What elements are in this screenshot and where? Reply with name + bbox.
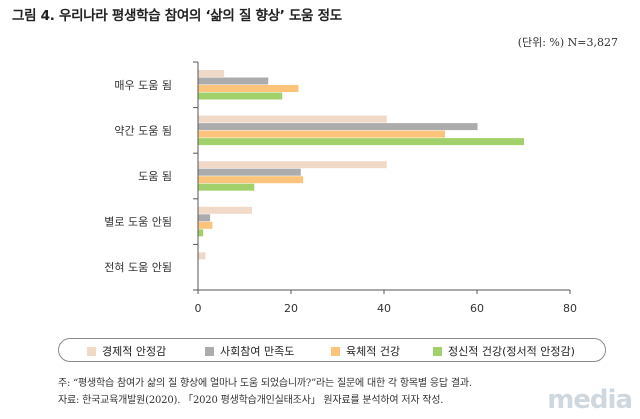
bar — [198, 77, 269, 85]
bar — [198, 206, 252, 214]
legend-label-physical: 육체적 건강 — [346, 345, 401, 358]
page-title: 그림 4. 우리나라 평생학습 참여의 ‘삶의 질 향상’ 도움 정도 — [12, 8, 342, 24]
x-tick-label: 40 — [377, 302, 391, 315]
category-label: 매우 도움 됨 — [114, 79, 172, 92]
bar — [198, 168, 301, 176]
bar — [198, 92, 283, 100]
category-label: 별로 도움 안됨 — [104, 216, 172, 229]
x-tick-label: 20 — [284, 302, 298, 315]
bar — [198, 130, 445, 138]
category-label: 전혀 도움 안됨 — [104, 261, 172, 274]
bar — [198, 214, 211, 222]
category-label: 도움 됨 — [138, 170, 172, 183]
legend-swatch-physical — [331, 346, 340, 356]
bar — [198, 183, 255, 191]
watermark-logo: media — [547, 385, 633, 415]
bar — [198, 221, 213, 229]
unit-note: (단위: %) N=3,827 — [517, 36, 618, 49]
legend-item-mental: 정신적 건강(정서적 안정감) — [433, 343, 575, 359]
bar — [198, 161, 387, 169]
chart-legend: 경제적 안정감 사회참여 만족도 육체적 건강 정신적 건강(정서적 안정감) — [58, 338, 606, 362]
bar — [198, 229, 204, 237]
legend-swatch-economic — [87, 346, 96, 356]
legend-label-mental: 정신적 건강(정서적 안정감) — [448, 345, 575, 358]
legend-item-physical: 육체적 건강 — [331, 343, 400, 359]
bar — [198, 85, 299, 92]
legend-item-social: 사회참여 만족도 — [205, 343, 294, 359]
legend-swatch-mental — [433, 346, 442, 356]
source-note: 자료: 한국교육개발원(2020). 「2020 평생학습개인실태조사」 원자료… — [58, 395, 444, 406]
bar — [198, 138, 524, 146]
category-label: 약간 도움 됨 — [114, 123, 172, 137]
footnote: 주: “평생학습 참여가 삶의 질 향상에 얼마나 도움 되었습니까?”라는 질… — [58, 378, 472, 389]
legend-label-social: 사회참여 만족도 — [220, 345, 295, 358]
bar — [198, 252, 206, 260]
legend-swatch-social — [205, 346, 214, 356]
bar — [198, 115, 387, 123]
x-tick-label: 80 — [563, 302, 577, 315]
bar — [198, 176, 304, 184]
legend-item-economic: 경제적 안정감 — [87, 343, 166, 359]
bar — [198, 70, 225, 77]
x-tick-label: 0 — [195, 302, 202, 315]
bar — [198, 123, 478, 131]
x-tick-label: 60 — [470, 302, 484, 315]
legend-label-economic: 경제적 안정감 — [102, 345, 167, 358]
